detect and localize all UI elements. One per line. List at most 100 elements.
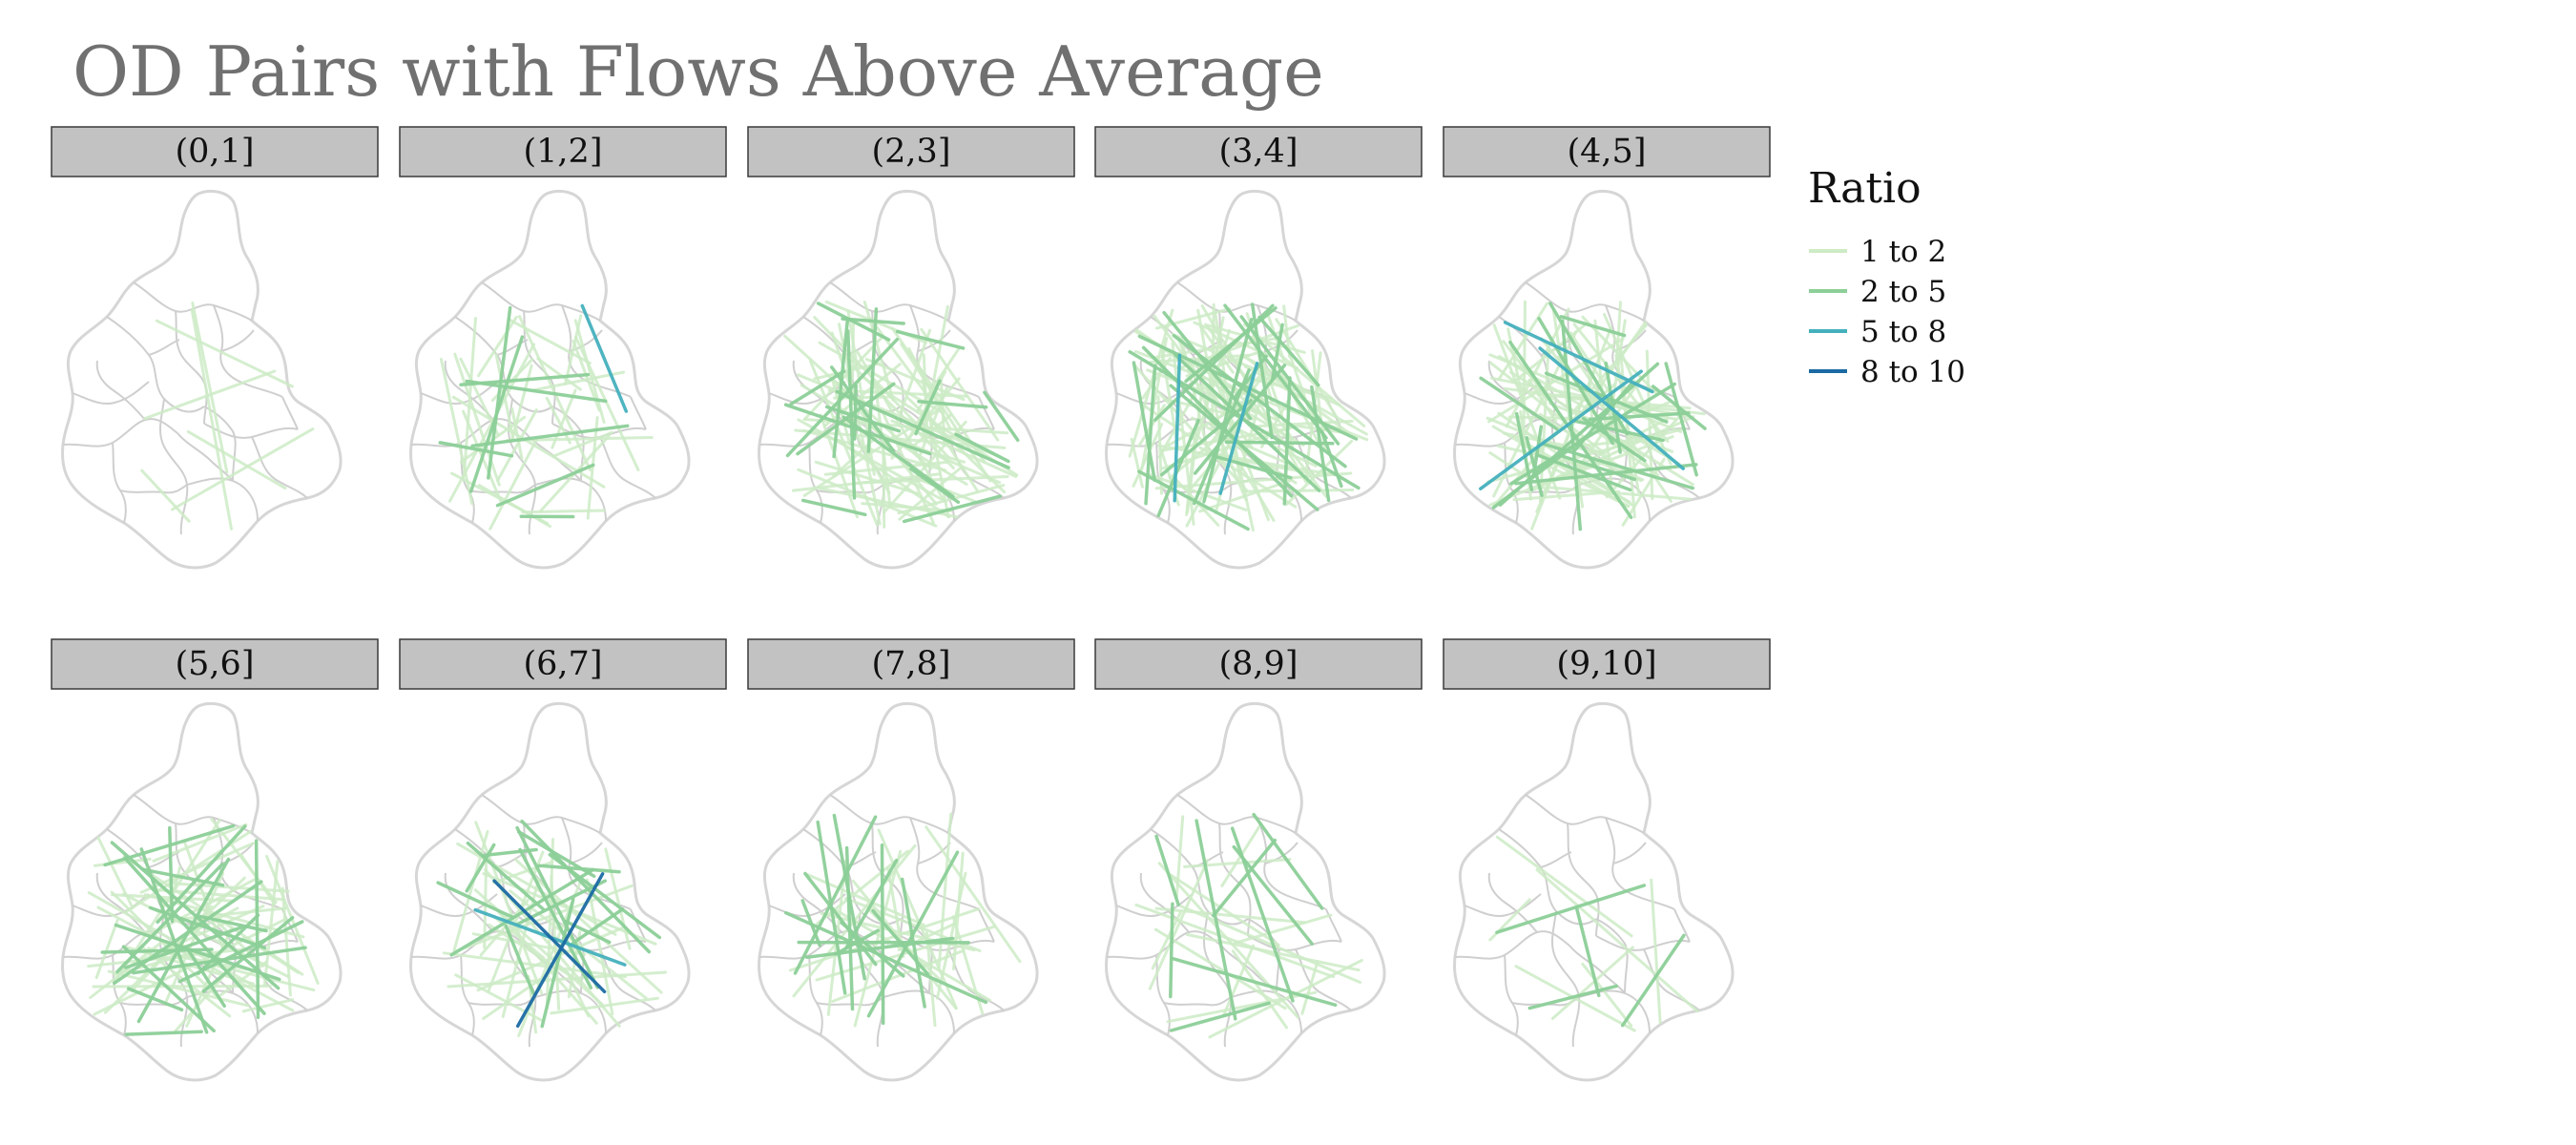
flow-line: [439, 358, 474, 506]
flow-line: [190, 308, 233, 531]
facet-panel: (7,8]: [747, 638, 1075, 1082]
flow-line: [1132, 361, 1157, 483]
flow-line: [850, 322, 855, 382]
facet-map: [1105, 189, 1386, 570]
facet-map: [1453, 701, 1735, 1082]
legend: Ratio 1 to 2 2 to 5 5 to 8 8 to 10: [1808, 164, 1965, 389]
facet-label: (9,10]: [1556, 645, 1656, 683]
flow-line: [824, 405, 902, 433]
flow-line: [1185, 933, 1361, 972]
flow-line: [452, 830, 489, 953]
flow-line: [1252, 812, 1324, 910]
flow-line: [1151, 910, 1182, 970]
flow-line: [174, 972, 227, 1033]
flow-line: [1212, 838, 1278, 918]
flow-line: [436, 881, 515, 920]
facet-map: [61, 189, 343, 570]
flow-line: [866, 850, 960, 1018]
flow-line: [840, 921, 905, 978]
flow-line: [928, 415, 979, 492]
flow-line: [492, 879, 607, 994]
chart-title: OD Pairs with Flows Above Average: [73, 31, 1324, 112]
flow-line: [580, 303, 629, 413]
flow-line: [1137, 469, 1250, 531]
flow-line: [1664, 362, 1698, 477]
flow-line: [143, 369, 277, 421]
facet-panel: (0,1]: [51, 126, 379, 570]
flow-line: [124, 925, 244, 969]
flow-line: [280, 886, 292, 997]
flow-line: [1620, 933, 1686, 1028]
flow-line: [154, 888, 286, 902]
flow-line: [1173, 353, 1182, 503]
flow-line: [1536, 453, 1632, 492]
flow-line: [783, 403, 932, 456]
flow-line: [1560, 319, 1583, 531]
flow-line: [465, 379, 608, 404]
flow-line: [1277, 367, 1320, 444]
flow-line: [1169, 1001, 1271, 1032]
flow-line: [1588, 411, 1691, 422]
facet-map: [61, 701, 343, 1082]
flow-line: [862, 301, 895, 402]
facet-label: (7,8]: [872, 645, 951, 683]
flow-line: [532, 370, 625, 392]
flow-line: [241, 998, 295, 1013]
facet-panel: (9,10]: [1443, 638, 1771, 1082]
flow-line: [785, 337, 900, 458]
flow-line: [139, 847, 209, 1034]
flow-line: [521, 509, 606, 514]
flow-line: [831, 948, 966, 1003]
region-map: [1453, 701, 1735, 1082]
facet-map: [409, 189, 691, 570]
flow-line: [1243, 323, 1366, 427]
flow-line: [1218, 362, 1259, 495]
flow-line: [1550, 946, 1634, 1020]
flow-line: [1575, 906, 1601, 998]
flow-line: [813, 362, 882, 381]
facet-label: (3,4]: [1219, 133, 1298, 171]
facet-panel: (3,4]: [1094, 126, 1423, 570]
flow-line: [1232, 354, 1268, 400]
flow-line: [866, 307, 879, 453]
flow-line: [1148, 859, 1210, 990]
flow-line: [438, 441, 514, 458]
flow-line: [871, 908, 930, 976]
flow-line: [197, 913, 260, 975]
flow-line: [551, 430, 614, 458]
flow-line: [466, 841, 546, 911]
facet-panel: (4,5]: [1443, 126, 1771, 570]
flow-line: [1183, 858, 1292, 868]
flow-line: [1535, 868, 1699, 1013]
flow-line: [800, 498, 867, 517]
flow-line: [1514, 463, 1698, 486]
facet-strip: [1443, 126, 1771, 177]
flow-line: [515, 825, 599, 989]
flow-line: [914, 379, 942, 436]
flow-line: [1156, 418, 1200, 518]
flow-line: [474, 821, 544, 995]
flow-line: [514, 858, 663, 994]
flow-line: [924, 825, 1022, 964]
flow-line: [852, 384, 858, 441]
facet-panel: (1,2]: [399, 126, 727, 570]
flow-line: [869, 317, 935, 406]
flow-line: [113, 880, 263, 986]
flow-line: [1492, 323, 1562, 500]
flow-line: [1270, 323, 1284, 382]
flow-line: [94, 919, 119, 980]
flow-line: [1169, 902, 1174, 999]
flow-line: [1572, 323, 1670, 443]
flow-line: [1178, 905, 1361, 984]
flow-line: [1650, 878, 1662, 1025]
flow-line: [477, 315, 518, 378]
flow-line: [516, 830, 596, 878]
flow-line: [262, 860, 280, 987]
flow-line: [571, 907, 625, 946]
flow-line: [1581, 962, 1633, 1028]
flow-line: [516, 879, 607, 926]
flow-line: [1479, 376, 1559, 431]
flow-line: [814, 460, 920, 495]
flow-line: [214, 919, 264, 968]
